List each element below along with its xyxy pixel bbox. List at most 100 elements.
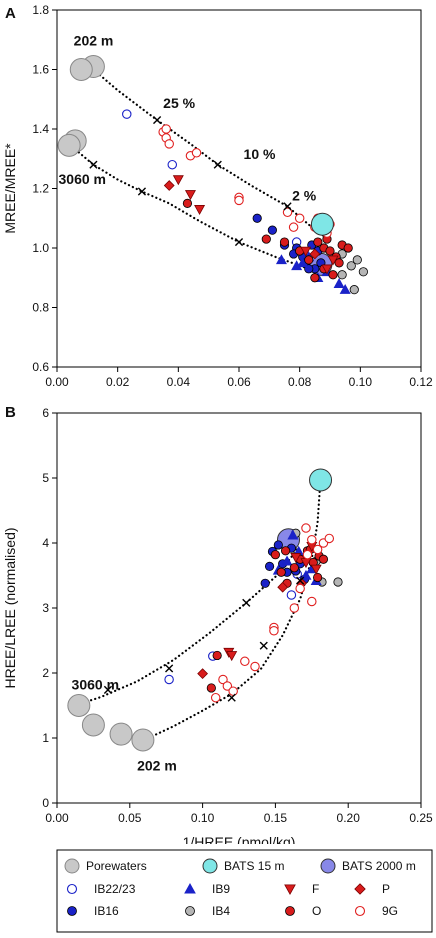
- data-point-9g: [282, 207, 293, 218]
- legend-marker-p: [354, 883, 366, 895]
- mixing-percent-cross: [283, 202, 292, 211]
- x-tick-label: 0.10: [349, 375, 373, 389]
- panel-b-chart: 0.00 0.05 0.10 0.15 0.20 0.25 0 1 2 3 4 5 6 1/HREE (p…: [2, 404, 433, 844]
- x-tick-label: 0.00: [45, 375, 69, 389]
- data-point-porewaters: [67, 694, 91, 717]
- cross-stroke: [242, 598, 251, 607]
- data-point-9g: [324, 533, 335, 544]
- legend-marker-ib9: [184, 883, 196, 894]
- legend-box: [56, 849, 433, 933]
- data-point-p: [277, 581, 289, 593]
- panel-letter: A: [5, 5, 16, 22]
- mixing-percent-cross: [153, 115, 162, 125]
- data-point-ib22-23: [286, 590, 297, 600]
- y-tick-label: 1.2: [32, 182, 49, 196]
- data-point-ib22-23: [167, 159, 178, 170]
- mixing-percent-cross: [137, 187, 147, 196]
- mixing-percent-cross: [213, 160, 222, 169]
- mixing-line: [77, 545, 299, 706]
- data-point-ib4: [337, 270, 347, 280]
- data-point-9g: [218, 674, 228, 685]
- mixing-percent-cross: [227, 693, 236, 702]
- annotation-label: 2 %: [292, 187, 317, 203]
- data-point-9g: [295, 583, 305, 594]
- annotation-label: 202 m: [74, 33, 114, 49]
- data-point-ib9: [339, 283, 351, 294]
- y-tick-label: 1.8: [32, 3, 49, 17]
- mixing-line: [71, 145, 325, 273]
- y-tick-label: 0.6: [32, 360, 49, 374]
- cross-stroke: [89, 160, 98, 169]
- data-point-f: [226, 651, 238, 662]
- legend-label-ib9: IB9: [212, 882, 230, 896]
- data-point-f: [184, 190, 196, 201]
- annotation-label: 25 %: [163, 95, 195, 111]
- legend-label-bats-15-m: BATS 15 m: [224, 859, 284, 873]
- y-tick-label: 1: [42, 731, 49, 745]
- legend-label-ib22-23: IB22/23: [94, 882, 136, 896]
- data-point-9g: [289, 603, 300, 613]
- x-tick-label: 0.15: [264, 811, 288, 825]
- data-point-ib16: [264, 561, 275, 571]
- legend: Porewaters BATS 15 m BATS 2000 m IB22/23 IB9…: [56, 849, 433, 933]
- data-point-9g: [288, 222, 299, 232]
- cross-stroke: [137, 187, 147, 196]
- data-point-porewaters: [69, 58, 93, 81]
- y-tick-label: 1.4: [32, 122, 49, 136]
- x-tick-label: 0.08: [288, 375, 312, 389]
- data-point-o: [313, 237, 323, 247]
- x-tick-label: 0.00: [45, 811, 69, 825]
- y-tick-label: 5: [42, 471, 49, 485]
- y-tick-label: 4: [42, 536, 49, 550]
- data-point-9g: [312, 544, 323, 555]
- legend-marker-9g: [354, 905, 366, 917]
- data-point-f: [290, 553, 302, 563]
- data-point-ib9: [333, 278, 345, 288]
- data-point-porewaters: [109, 722, 133, 746]
- y-tick-label: 1.0: [32, 241, 49, 255]
- data-point-o: [328, 270, 338, 280]
- legend-marker-ib16: [67, 906, 77, 916]
- panel-letter: B: [5, 404, 16, 421]
- data-point-9g: [302, 549, 313, 560]
- x-tick-label: 0.25: [409, 811, 433, 825]
- data-point-9g: [222, 681, 233, 691]
- cross-stroke: [153, 115, 162, 125]
- data-point-o: [270, 550, 280, 560]
- data-point-ib4: [333, 577, 343, 587]
- data-point-ib16: [260, 578, 270, 588]
- cross-stroke: [165, 664, 174, 673]
- data-point-9g: [210, 692, 221, 703]
- cross-stroke: [283, 202, 292, 211]
- x-axis-title: 1/HREE (pmol/kg): [183, 834, 296, 844]
- y-tick-label: 1.6: [32, 63, 49, 77]
- data-point-9g: [250, 661, 260, 672]
- annotation-label: 202 m: [137, 758, 177, 774]
- cross-stroke: [234, 237, 244, 247]
- x-tick-label: 0.12: [409, 375, 433, 389]
- data-point-9g: [301, 523, 311, 533]
- data-point-f: [321, 264, 333, 275]
- data-point-9g: [294, 213, 305, 224]
- data-point-9g: [164, 139, 174, 149]
- mixing-percent-cross: [89, 160, 98, 169]
- legend-label-f: F: [312, 882, 319, 896]
- data-point-9g: [307, 596, 317, 607]
- data-point-9g: [307, 535, 317, 545]
- legend-label-bats-2000-m: BATS 2000 m: [342, 859, 416, 873]
- data-point-porewaters: [57, 133, 81, 157]
- data-point-p: [197, 668, 208, 680]
- y-tick-label: 3: [42, 601, 49, 615]
- mixing-percent-cross: [165, 664, 174, 673]
- x-tick-label: 0.02: [106, 375, 130, 389]
- data-point-bats-15-m: [309, 468, 333, 492]
- data-point-p: [163, 180, 175, 191]
- data-point-o: [304, 255, 314, 265]
- data-point-9g: [269, 626, 279, 636]
- data-point-ib22-23: [122, 109, 132, 119]
- y-axis-title: MREE/MREE*: [2, 143, 18, 234]
- y-tick-label: 2: [42, 666, 49, 680]
- data-point-o: [343, 243, 353, 253]
- data-point-o: [276, 567, 286, 577]
- mixing-percent-cross: [259, 641, 268, 650]
